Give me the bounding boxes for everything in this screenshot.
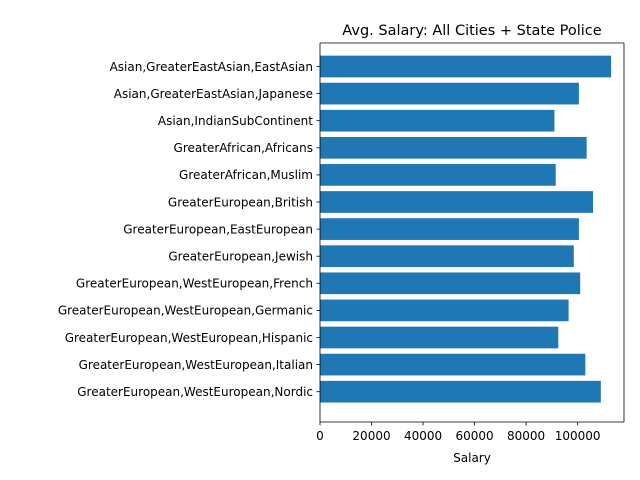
- x-tick-label: 0: [316, 429, 324, 443]
- bar: [320, 191, 594, 213]
- y-tick-layer: Asian,GreaterEastAsian,EastAsian Asian,Gr…: [58, 60, 320, 399]
- bars-layer: [320, 55, 612, 403]
- y-tick-label: GreaterEuropean,WestEuropean,Germanic: [58, 304, 313, 318]
- y-tick-label: GreaterEuropean,WestEuropean,Italian: [79, 358, 313, 372]
- bar: [320, 299, 569, 322]
- bar: [320, 136, 587, 159]
- y-tick-label: GreaterEuropean,WestEuropean,Hispanic: [65, 331, 313, 345]
- y-tick-label: GreaterAfrican,Muslim: [179, 168, 313, 182]
- bar: [320, 272, 581, 295]
- bar: [320, 245, 574, 268]
- x-axis-label: Salary: [453, 451, 491, 465]
- bar: [320, 218, 579, 240]
- chart-title: Avg. Salary: All Cities + State Police: [342, 23, 601, 39]
- y-tick-label: GreaterEuropean,Jewish: [168, 250, 313, 264]
- axes-frame: [319, 42, 625, 423]
- x-tick-label: 20000: [352, 429, 390, 443]
- x-tick-label: 80000: [507, 429, 545, 443]
- x-tick-layer: 0 20000 40000 60000 80000 100000: [316, 422, 601, 443]
- y-tick-label: GreaterAfrican,Africans: [174, 141, 313, 155]
- x-tick-label: 100000: [555, 429, 601, 443]
- y-tick-label: GreaterEuropean,WestEuropean,French: [76, 277, 313, 291]
- y-tick-label: Asian,GreaterEastAsian,Japanese: [114, 87, 313, 101]
- bar: [320, 164, 556, 186]
- y-tick-label: GreaterEuropean,WestEuropean,Nordic: [77, 385, 313, 399]
- bar: [320, 109, 555, 132]
- y-tick-label: GreaterEuropean,British: [168, 195, 313, 209]
- y-tick-label: Asian,IndianSubContinent: [158, 114, 313, 128]
- bar: [320, 326, 559, 349]
- bar: [320, 82, 579, 105]
- y-tick-label: GreaterEuropean,EastEuropean: [123, 222, 313, 236]
- bar: [320, 380, 601, 403]
- x-tick-label: 60000: [455, 429, 493, 443]
- y-tick-label: Asian,GreaterEastAsian,EastAsian: [110, 60, 313, 74]
- bar: [320, 353, 586, 376]
- x-tick-label: 40000: [404, 429, 442, 443]
- bar: [320, 55, 612, 78]
